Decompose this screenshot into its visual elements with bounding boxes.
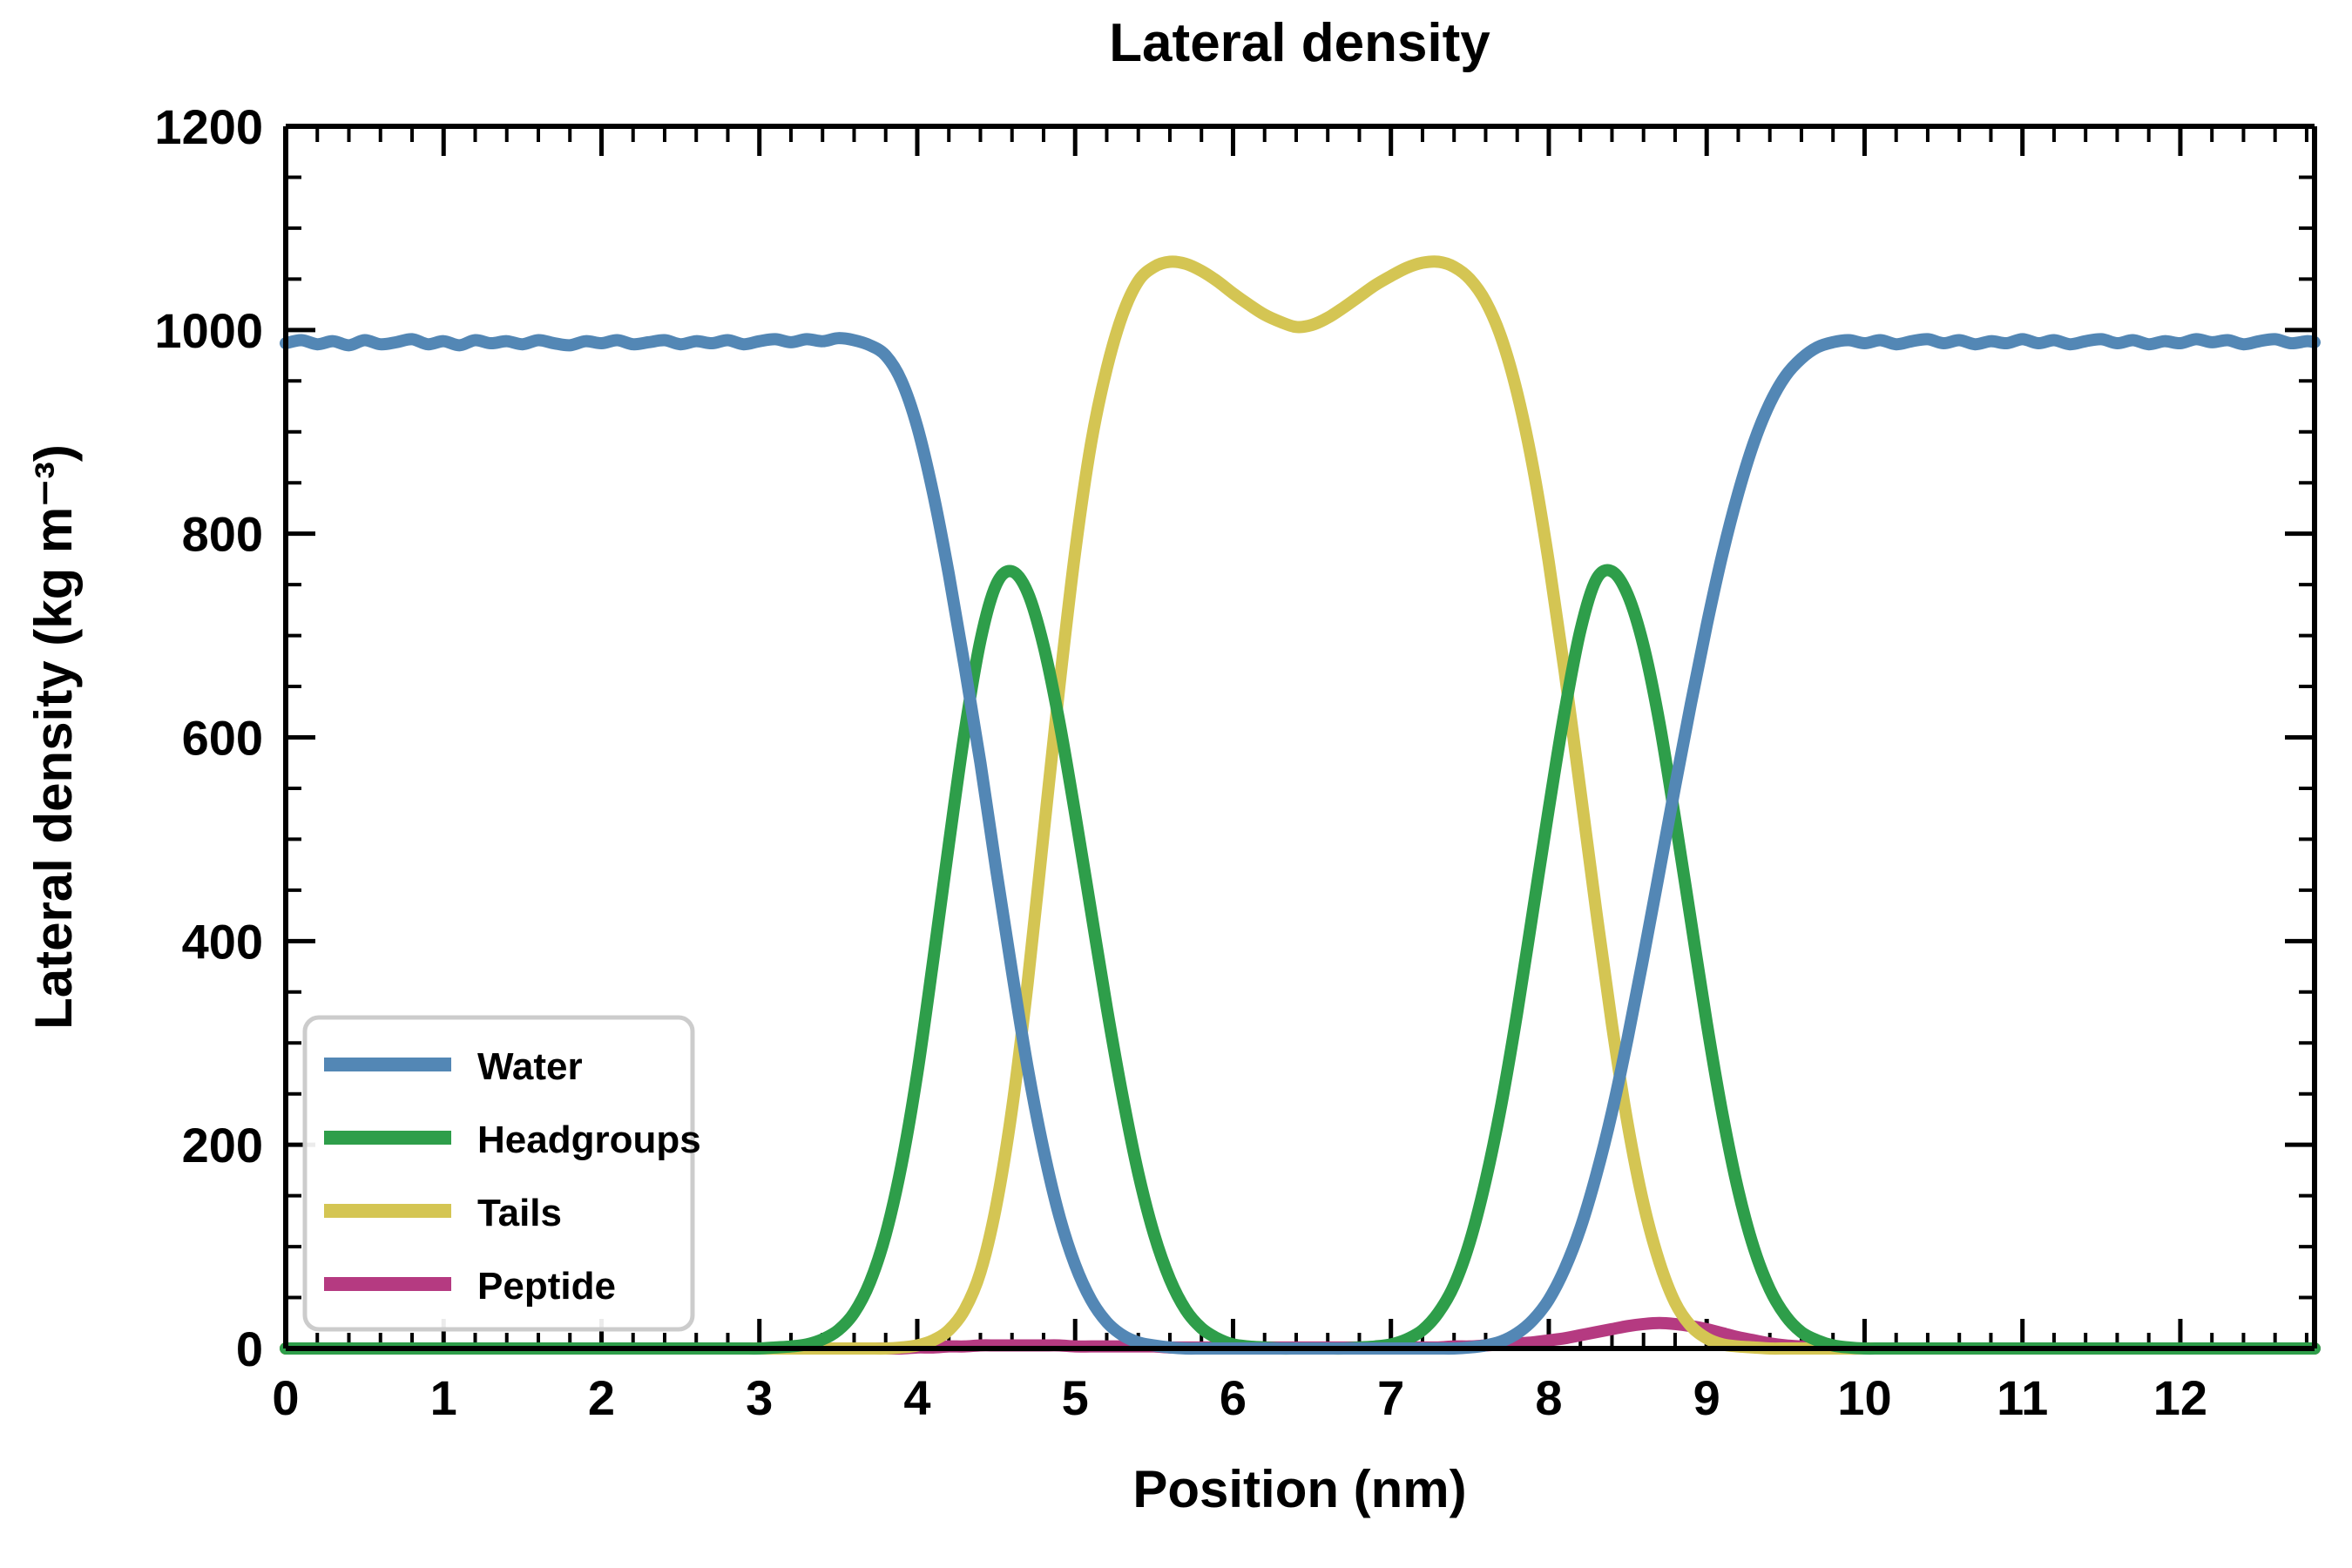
page-title: Lateral density xyxy=(1109,13,1490,73)
x-tick-label: 8 xyxy=(1535,1370,1562,1425)
y-tick-label: 1000 xyxy=(154,303,263,358)
y-tick-label: 1200 xyxy=(154,99,263,154)
y-tick-label: 800 xyxy=(182,507,263,562)
x-tick-label: 5 xyxy=(1062,1370,1089,1425)
x-tick-label: 12 xyxy=(2153,1370,2207,1425)
x-tick-label: 3 xyxy=(746,1370,773,1425)
axis-spines xyxy=(283,124,2317,1351)
x-tick-label: 4 xyxy=(903,1370,930,1425)
x-tick-label: 0 xyxy=(272,1370,299,1425)
x-tick-label: 10 xyxy=(1837,1370,1891,1425)
legend-label-tails: Tails xyxy=(477,1192,562,1234)
x-tick-label: 2 xyxy=(588,1370,615,1425)
legend-label-water: Water xyxy=(477,1045,583,1088)
legend-label-peptide: Peptide xyxy=(477,1265,616,1308)
y-tick-label: 600 xyxy=(182,711,263,766)
x-tick-label: 9 xyxy=(1693,1370,1720,1425)
legend-label-headgroups: Headgroups xyxy=(477,1119,701,1161)
y-tick-label: 200 xyxy=(182,1118,263,1173)
x-tick-label: 7 xyxy=(1377,1370,1404,1425)
legend-background xyxy=(302,1015,695,1332)
x-tick-label: 11 xyxy=(1997,1370,2048,1425)
chart-legend: Water Headgroups Tails Peptide xyxy=(302,1015,701,1332)
y-tick-label: 400 xyxy=(182,914,263,969)
x-tick-label: 6 xyxy=(1220,1370,1247,1425)
y-tick-label: 0 xyxy=(236,1321,263,1376)
x-axis-label: Position (nm) xyxy=(1132,1460,1466,1518)
x-tick-label: 1 xyxy=(430,1370,457,1425)
y-axis-label: Lateral density (kg m⁻³) xyxy=(24,444,83,1030)
